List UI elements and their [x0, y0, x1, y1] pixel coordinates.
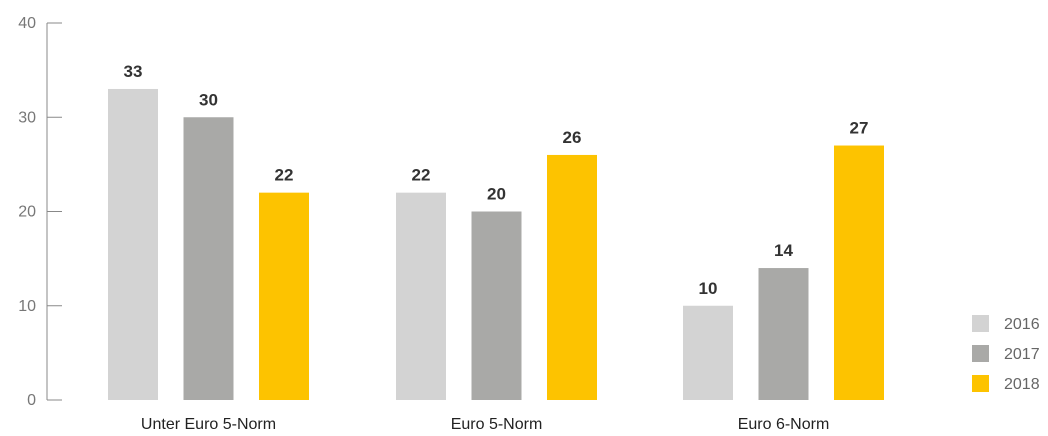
data-labels: 33 30 22 22 20 26 10 14 27	[124, 62, 869, 298]
bar-2017-0	[183, 117, 234, 400]
bar-2018-1	[547, 154, 597, 400]
x-axis-labels: Unter Euro 5-Norm Euro 5-Norm Euro 6-Norm	[141, 416, 829, 433]
legend-swatch-2017	[972, 345, 989, 362]
bar-2016-2	[683, 305, 733, 400]
legend-label: 2016	[1004, 316, 1040, 333]
y-tick-label: 20	[18, 204, 36, 221]
y-tick-label: 30	[18, 109, 36, 126]
bar-2018-2	[834, 145, 884, 400]
data-label: 20	[487, 185, 506, 204]
bar-2017-2	[758, 268, 809, 400]
y-axis: 0 10 20 30 40	[18, 15, 62, 409]
y-tick-label: 40	[18, 15, 36, 32]
y-tick-label: 10	[18, 298, 36, 315]
bar-2017-1	[471, 211, 522, 400]
data-label: 26	[563, 128, 582, 147]
bar-2018-0	[259, 192, 309, 400]
bars	[108, 88, 884, 400]
legend-label: 2018	[1004, 376, 1040, 393]
data-label: 22	[412, 166, 431, 185]
data-label: 27	[850, 119, 869, 138]
data-label: 14	[774, 241, 793, 260]
data-label: 22	[275, 166, 294, 185]
legend-label: 2017	[1004, 346, 1040, 363]
category-label: Euro 5-Norm	[451, 416, 543, 433]
category-label: Euro 6-Norm	[738, 416, 830, 433]
y-tick-label: 0	[27, 392, 36, 409]
legend-swatch-2016	[972, 315, 989, 332]
data-label: 30	[199, 90, 218, 109]
data-label: 10	[699, 279, 718, 298]
bar-2016-1	[396, 192, 446, 400]
legend: 2016 2017 2018	[972, 315, 1040, 393]
category-label: Unter Euro 5-Norm	[141, 416, 276, 433]
data-label: 33	[124, 62, 143, 81]
legend-swatch-2018	[972, 375, 989, 392]
bar-2016-0	[108, 88, 158, 400]
